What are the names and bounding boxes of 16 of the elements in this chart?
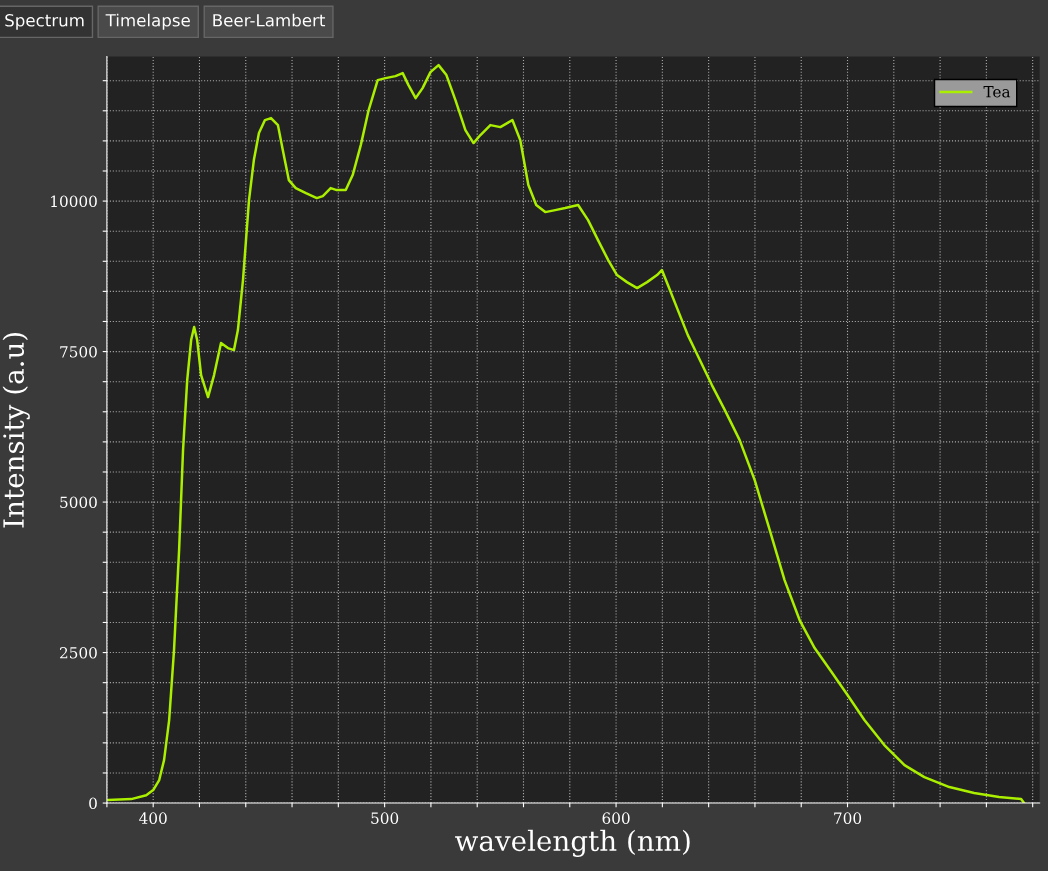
- text: Beer-Lambert: [213, 13, 326, 27]
- text: Timelapse: [105, 13, 190, 30]
- y-tick-label: 0: [89, 797, 97, 810]
- x-tick-label: 700: [834, 812, 862, 824]
- y-tick-label: 5000: [60, 496, 97, 509]
- x-tick-label: 500: [371, 812, 399, 824]
- x-tick-label: 600: [602, 812, 630, 824]
- line-series: [107, 63, 1026, 804]
- text: Spectrum: [5, 14, 84, 30]
- y-tick-label: 7500: [60, 346, 97, 358]
- y-tick-label: 10000: [51, 195, 97, 208]
- legend-label: Tea: [983, 86, 1011, 98]
- y-axis-title: Intensity (a.u): [2, 332, 30, 528]
- y-tick-label: 2500: [60, 647, 97, 659]
- x-axis-title: wavelength (nm): [455, 829, 690, 857]
- x-tick-label: 400: [139, 812, 167, 824]
